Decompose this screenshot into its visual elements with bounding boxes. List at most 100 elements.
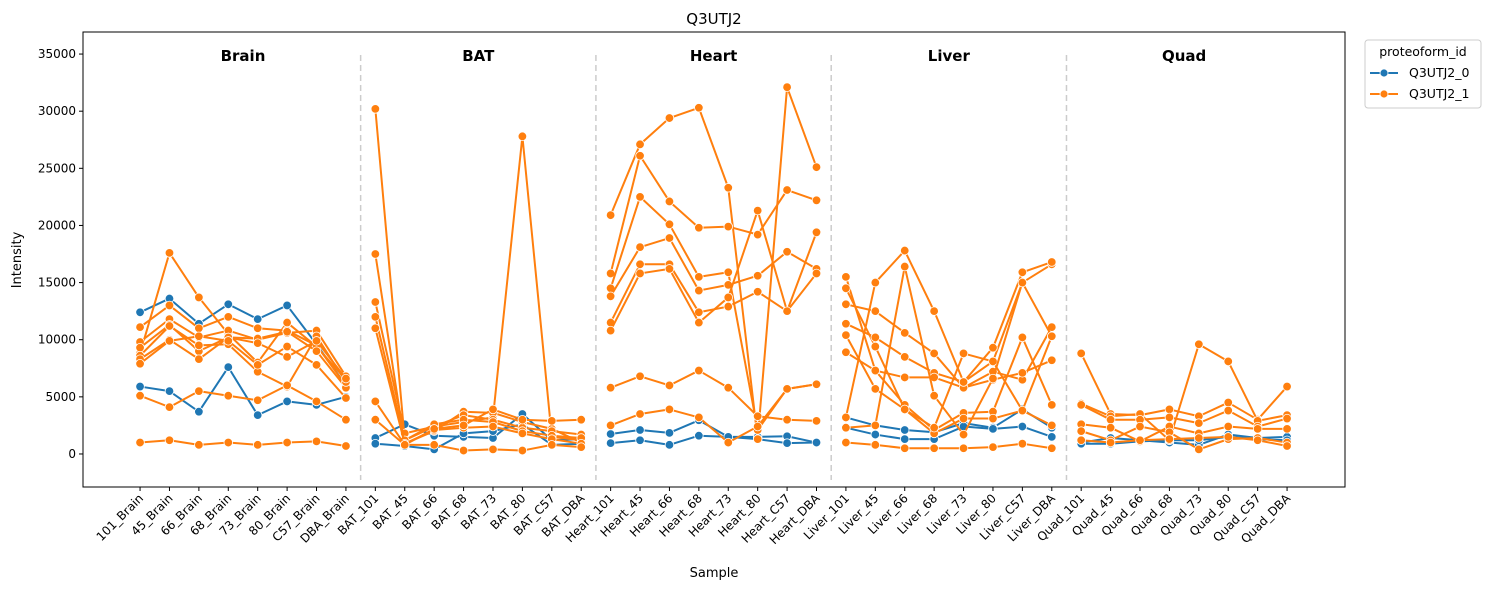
data-point [694,412,704,423]
series-line [845,334,1053,429]
data-point [194,340,204,351]
data-point [135,391,145,401]
data-point [370,297,381,307]
data-point [723,437,733,448]
data-point [1076,426,1086,436]
data-point [870,341,881,352]
data-point [194,386,204,396]
data-point [1194,339,1204,349]
data-point [341,373,351,384]
data-point [135,437,145,448]
data-point [400,440,410,450]
series-line [1081,435,1288,447]
data-point [929,348,939,359]
data-point [635,192,645,202]
data-point [135,381,145,392]
data-point [929,422,939,433]
series-line [374,418,582,452]
series-line [1080,343,1288,442]
data-point [900,261,910,272]
data-point [311,396,322,407]
data-point [1164,412,1175,423]
data-point [900,245,910,256]
series-line [610,369,817,422]
data-point [635,151,645,161]
data-point [341,393,351,403]
data-point [958,429,969,440]
data-point [194,323,204,333]
series-line [139,384,347,421]
group-labels: Brain BAT Heart Liver Quad [221,47,1207,65]
data-point [900,434,910,444]
y-tick-label: 25000 [38,161,76,175]
data-point [370,396,381,407]
data-point [900,425,910,435]
data-point [723,183,733,193]
data-point [723,383,733,393]
data-point [694,223,704,233]
data-point [605,291,616,301]
data-point [605,429,616,439]
series-line [844,249,1053,418]
series-line [139,336,347,380]
y-tick-label: 20000 [38,218,76,232]
data-point [223,299,233,309]
data-point [870,365,881,376]
data-point [1017,405,1028,416]
data-point [1164,404,1175,415]
data-point [488,404,498,415]
data-point [194,292,204,303]
data-point [164,300,175,311]
data-point [547,416,557,426]
legend-entry: Q3UTJ2_0 [1409,65,1469,80]
series-line [845,287,1053,435]
data-point [988,373,998,384]
plot-area [82,31,1346,488]
data-point [841,412,851,423]
data-point [223,336,233,346]
data-point [958,443,969,453]
group-dividers [359,55,1068,480]
data-point [576,442,586,452]
data-point [664,440,675,450]
data-point [1047,400,1057,410]
data-point [1223,432,1233,442]
data-point [282,380,292,391]
series-line [609,209,818,332]
series-line [374,316,582,442]
group-label: Liver [928,47,971,65]
data-point [517,428,528,439]
data-point [870,440,881,450]
data-point [752,421,763,432]
series-line [1080,403,1288,428]
legend-title: proteoform_id [1379,44,1467,59]
data-point [988,442,998,452]
data-point [223,437,233,448]
data-point [694,430,704,441]
data-point [811,162,822,172]
data-point [605,438,616,448]
data-point [1252,435,1263,445]
series-line [609,154,817,274]
data-point [811,416,822,426]
y-axis: 0 5000 10000 15000 20000 25000 30000 35000 [38,47,83,461]
data-point [694,365,704,376]
data-point [282,396,292,407]
data-point [282,300,292,311]
data-point [488,444,498,455]
data-point [1282,413,1292,424]
data-point [782,82,792,92]
data-point [517,131,528,142]
data-point [1194,418,1204,428]
data-point [223,391,233,401]
data-point [782,306,792,316]
data-point [694,307,704,317]
data-point [164,248,175,258]
data-point [782,414,792,425]
series-line [139,318,347,377]
y-axis-label: Intensity [10,231,25,288]
data-point [635,409,645,419]
data-point [429,440,439,450]
group-label: Brain [221,47,266,65]
data-point [1105,437,1116,448]
